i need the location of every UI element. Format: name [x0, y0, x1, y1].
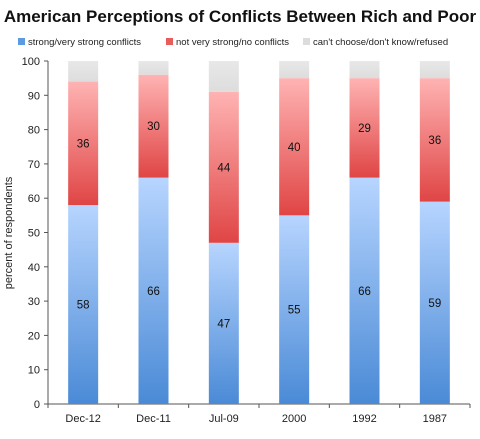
y-tick-label: 10: [28, 365, 40, 377]
legend-label-strong: strong/very strong conflicts: [28, 37, 141, 48]
y-tick-label: 70: [28, 159, 40, 171]
bar-segment-not-strong: [349, 78, 380, 178]
x-tick-label: Jul-09: [209, 413, 239, 425]
legend: strong/very strong conflicts not very str…: [18, 37, 448, 48]
y-tick-label: 100: [22, 56, 40, 68]
legend-swatch-strong: [18, 38, 25, 45]
data-label: 66: [147, 286, 160, 298]
y-tick-label: 40: [28, 262, 40, 274]
y-tick-label: 0: [34, 399, 40, 411]
y-tick-label: 30: [28, 296, 40, 308]
bar-segment-cant-choose: [349, 61, 380, 79]
bar-segment-not-strong: [68, 81, 99, 206]
bar-segment-cant-choose: [138, 61, 169, 75]
data-label: 59: [428, 298, 441, 310]
plot-area: 0 10 20 30 40 50 60 70 80 90 100 58 36 Dec-12 66 30 Dec-…: [22, 56, 471, 425]
legend-swatch-cant-choose: [303, 38, 310, 45]
data-label: 40: [288, 142, 301, 154]
bar-segment-strong: [208, 242, 239, 404]
bar-segment-cant-choose: [68, 61, 99, 82]
chart-title: American Perceptions of Conflicts Betwee…: [4, 7, 477, 26]
bar-segment-strong: [279, 215, 310, 404]
y-tick-label: 60: [28, 193, 40, 205]
data-label: 44: [217, 162, 230, 174]
x-tick-label: Dec-11: [136, 413, 171, 425]
bar-segment-not-strong: [279, 78, 310, 216]
data-label: 58: [77, 300, 90, 312]
bar-segment-strong: [419, 201, 450, 404]
bar-segment-strong: [138, 177, 169, 404]
bar-segment-not-strong: [208, 91, 239, 243]
x-tick-label: 2000: [282, 413, 306, 425]
bar-segment-cant-choose: [208, 61, 239, 92]
bar-segment-strong: [68, 205, 99, 404]
data-label: 30: [147, 121, 160, 133]
y-axis-label: percent of respondents: [3, 176, 15, 289]
legend-label-cant-choose: can't choose/don't know/refused: [313, 37, 448, 48]
bar-segment-cant-choose: [419, 61, 450, 79]
bar-segment-strong: [349, 177, 380, 404]
data-label: 66: [358, 286, 371, 298]
data-label: 36: [77, 138, 90, 150]
data-label: 47: [217, 318, 230, 330]
data-label: 36: [428, 135, 441, 147]
y-tick-label: 80: [28, 125, 40, 137]
x-tick-label: Dec-12: [65, 413, 100, 425]
legend-label-not-strong: not very strong/no conflicts: [176, 37, 289, 48]
y-tick-label: 20: [28, 330, 40, 342]
legend-swatch-not-strong: [166, 38, 173, 45]
bar-segment-not-strong: [138, 74, 169, 178]
x-tick-label: 1992: [352, 413, 376, 425]
y-tick-label: 50: [28, 228, 40, 240]
bar-segment-not-strong: [419, 78, 450, 202]
y-tick-label: 90: [28, 90, 40, 102]
data-label: 55: [288, 305, 301, 317]
x-tick-label: 1987: [423, 413, 447, 425]
data-label: 29: [358, 123, 371, 135]
bar-segment-cant-choose: [279, 61, 310, 79]
